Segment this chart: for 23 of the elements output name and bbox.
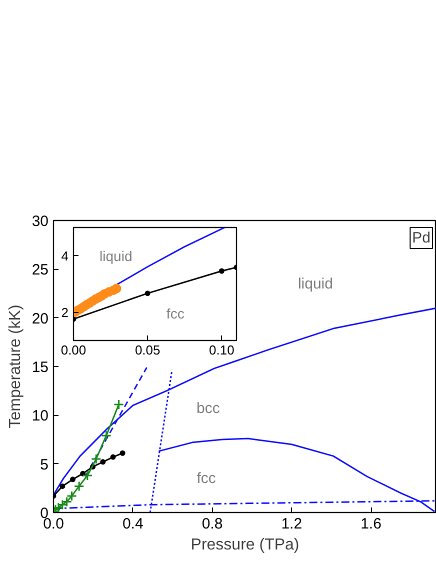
y-tick-label: 20: [32, 310, 49, 328]
x-tick-label: 1.6: [360, 516, 382, 532]
annotation: fcc: [166, 305, 184, 322]
annotation: bcc: [196, 400, 220, 417]
y-tick-label: 2: [61, 304, 69, 320]
y-tick-label: 30: [32, 213, 49, 230]
x-axis-title: Pressure (TPa): [190, 536, 300, 554]
x-tick-label: 0.4: [122, 516, 144, 532]
x-tick-label: 0.05: [134, 342, 160, 358]
y-tick-label: 25: [32, 262, 49, 279]
y-tick-label: 4: [61, 248, 69, 264]
annotation: liquid: [298, 275, 333, 292]
y-tick-label: 15: [32, 359, 49, 376]
annotation: fcc: [196, 470, 216, 487]
x-tick-label: 0.8: [202, 516, 223, 532]
annotation: liquid: [100, 248, 132, 264]
y-tick-label: 5: [40, 456, 48, 474]
x-tick-label: 0.00: [60, 342, 86, 358]
text: Pd: [412, 230, 431, 246]
x-tick-label: 1.2: [281, 516, 302, 532]
y-axis-title: Temperature (kK): [6, 304, 24, 428]
y-tick-label: 10: [32, 408, 49, 425]
x-tick-label: 0.10: [209, 342, 234, 358]
